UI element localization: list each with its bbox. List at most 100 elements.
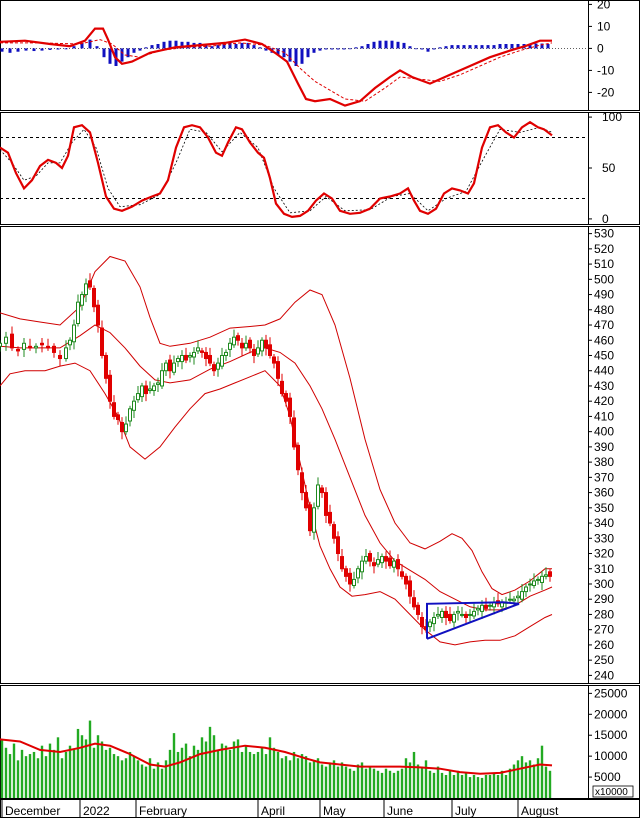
candle-body — [148, 388, 152, 392]
macd-histogram-bar — [432, 48, 436, 50]
candle-body — [480, 604, 484, 612]
price-tick-label: 280 — [594, 607, 614, 621]
x-axis: December 2022 February April May June July Augu… — [1, 799, 559, 818]
macd-histogram-bar — [402, 42, 406, 49]
candle-body — [40, 342, 44, 346]
macd-histogram-bar — [108, 48, 112, 64]
candle-body — [108, 374, 112, 402]
volume-bar — [312, 760, 316, 798]
volume-bar — [268, 737, 272, 798]
candle-body — [240, 342, 244, 349]
macd-histogram-bar — [48, 48, 52, 50]
volume-bar — [504, 774, 508, 798]
macd-histogram-bar — [80, 42, 84, 49]
volume-bar — [72, 749, 76, 798]
volume-bar — [80, 735, 84, 798]
price-tick-label: 400 — [594, 425, 614, 439]
candle-body — [256, 347, 260, 355]
macd-histogram-bar — [498, 44, 502, 49]
macd-tick-label: -20 — [597, 85, 615, 99]
volume-bar — [336, 766, 340, 798]
macd-histogram-bar — [88, 39, 92, 49]
candle-body — [46, 345, 50, 349]
volume-frame — [0, 685, 640, 799]
candle-body — [124, 423, 128, 433]
volume-bar — [340, 762, 344, 798]
volume-bar — [108, 747, 112, 798]
candle-body — [52, 345, 56, 353]
volume-bar — [444, 774, 448, 798]
volume-bar — [356, 764, 360, 798]
candle-body — [92, 287, 96, 308]
volume-panel: 5000 10000 15000 20000 25000 x10000 — [0, 686, 634, 798]
volume-bar — [28, 754, 32, 798]
price-tick-label: 380 — [594, 455, 614, 469]
volume-bar — [308, 762, 312, 798]
candle-body — [416, 604, 420, 615]
candle-body — [548, 571, 552, 577]
candle-body — [22, 342, 26, 350]
price-frame — [0, 226, 640, 684]
candle-body — [340, 556, 344, 570]
macd-histogram-bar — [216, 45, 220, 49]
candle-body — [428, 621, 432, 628]
volume-bar — [24, 756, 28, 798]
candle-body — [64, 347, 68, 360]
macd-histogram-bar — [462, 45, 466, 49]
candle-body — [208, 354, 212, 364]
volume-bar — [68, 745, 72, 798]
candle-body — [140, 385, 144, 398]
volume-bar — [420, 766, 424, 798]
price-tick-label: 330 — [594, 531, 614, 545]
volume-tick-label: 15000 — [594, 728, 628, 742]
candle-body — [308, 504, 312, 532]
candle-body — [128, 408, 132, 422]
macd-histogram-bar — [306, 48, 310, 58]
volume-bar — [532, 764, 536, 798]
volume-bar — [348, 768, 352, 798]
price-tick-label: 440 — [594, 364, 614, 378]
volume-tick-label: 5000 — [594, 770, 621, 784]
macd-histogram-bar — [510, 44, 514, 49]
macd-histogram-bar — [174, 40, 178, 49]
volume-bar — [428, 770, 432, 798]
volume-bar — [120, 760, 124, 798]
volume-bar — [388, 770, 392, 798]
price-tick-label: 360 — [594, 486, 614, 500]
volume-bar — [384, 768, 388, 798]
candle-body — [104, 354, 108, 379]
candle-body — [152, 385, 156, 392]
volume-bar — [116, 756, 120, 798]
candle-body — [34, 345, 38, 349]
macd-histogram-bar — [72, 46, 76, 49]
price-tick-label: 470 — [594, 318, 614, 332]
macd-histogram-bar — [372, 41, 376, 49]
macd-histogram-bar — [64, 48, 68, 50]
price-tick-label: 350 — [594, 501, 614, 515]
candle-body — [144, 385, 148, 395]
candle-body — [288, 397, 292, 417]
candle-body — [184, 354, 188, 361]
macd-histogram-bar — [210, 46, 214, 49]
macd-histogram-bar — [126, 48, 130, 58]
candle-body — [464, 613, 468, 618]
candle-body — [312, 507, 316, 533]
volume-bar — [508, 768, 512, 798]
volume-bar — [204, 741, 208, 798]
candle-body — [476, 607, 480, 611]
volume-bar — [540, 745, 544, 798]
candle-body — [180, 354, 184, 363]
volume-bar — [12, 743, 16, 798]
volume-bar — [40, 745, 44, 798]
triangle-pattern — [426, 601, 520, 640]
macd-histogram-bar — [168, 40, 172, 49]
volume-bar — [100, 741, 104, 798]
candle-body — [172, 362, 176, 373]
volume-bar — [112, 754, 116, 798]
macd-histogram-bar — [324, 48, 328, 50]
volume-bar — [520, 756, 524, 798]
macd-histogram-bar — [234, 44, 238, 49]
candle-body — [404, 575, 408, 585]
candle-body — [80, 294, 84, 306]
candle-body — [204, 351, 208, 360]
